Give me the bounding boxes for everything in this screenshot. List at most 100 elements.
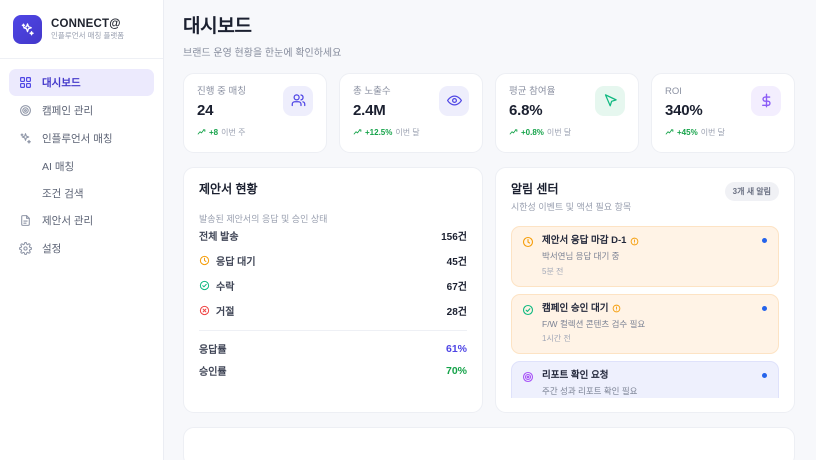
sidebar-item-influencer-matching[interactable]: 인플루언서 매칭 (9, 125, 154, 152)
stat-delta-note: 이번 달 (546, 127, 572, 137)
proposal-row-total: 전체 발송 156건 (199, 227, 467, 243)
stat-text: ROI 340% +45% 이번 달 (665, 86, 725, 138)
notification-title-row: 제안서 응답 마감 D-1 (542, 235, 768, 247)
proposal-row-label-wrap: 거절 (199, 303, 234, 318)
notification-body: 캠페인 승인 대기 F/W 컬렉션 콘텐츠 검수 필요 1시간 전 (542, 303, 768, 345)
sidebar-item-campaigns[interactable]: 캠페인 관리 (9, 97, 154, 124)
proposal-row-label-wrap: 응답 대기 (199, 253, 256, 268)
document-icon (18, 214, 32, 228)
check-circle-icon (199, 280, 210, 291)
sidebar-item-label: 설정 (42, 243, 62, 255)
clock-icon (199, 255, 210, 266)
notification-body: 리포트 확인 요청 주간 성과 리포트 확인 필요 (542, 370, 768, 397)
notification-center-panel: 알림 센터 시한성 이벤트 및 액션 필요 항목 3개 새 알림 (495, 166, 795, 413)
brand-header[interactable]: CONNECT@ 인플루언서 매칭 플랫폼 (0, 0, 163, 59)
stat-card-avg-engagement[interactable]: 평균 참여율 6.8% +0.8% 이번 달 (495, 72, 639, 153)
clock-icon (522, 236, 534, 248)
stat-value: 24 (197, 102, 214, 120)
notification-title: 제안서 응답 마감 D-1 (542, 235, 627, 247)
check-circle-icon (522, 304, 534, 316)
cursor-icon (595, 85, 625, 116)
stat-card-total-impressions[interactable]: 총 노출수 2.4M +12.5% 이번 달 (339, 72, 483, 153)
stat-delta-note: 이번 달 (700, 127, 725, 137)
stat-value: 340% (665, 102, 703, 120)
notification-item-campaign-approval[interactable]: 캠페인 승인 대기 F/W 컬렉션 콘텐츠 검수 필요 1시간 전 (511, 293, 779, 355)
panel-subtitle: 시한성 이벤트 및 액션 필요 항목 (511, 202, 632, 213)
notification-title-block: 알림 센터 시한성 이벤트 및 액션 필요 항목 (511, 182, 631, 213)
notification-description: 박서연님 응답 대기 중 (542, 251, 620, 262)
stat-delta-note: 이번 주 (221, 127, 246, 137)
sidebar-subitem-condition-search[interactable]: 조건 검색 (9, 180, 154, 206)
stat-card-active-matching[interactable]: 진행 중 매칭 24 +8 이번 주 (183, 72, 327, 153)
brand-name: CONNECT@ (51, 17, 121, 30)
stat-delta-value: +0.8% (521, 127, 544, 137)
sidebar-item-dashboard[interactable]: 대시보드 (9, 69, 154, 96)
alert-circle-icon (630, 237, 639, 246)
proposal-row-pending: 응답 대기 45건 (199, 252, 467, 268)
unread-dot (762, 373, 767, 379)
trend-up-icon (197, 128, 206, 137)
dollar-icon (751, 85, 781, 116)
stat-delta: +0.8% 이번 달 (509, 127, 571, 138)
notification-header: 알림 센터 시한성 이벤트 및 액션 필요 항목 3개 새 알림 (511, 181, 779, 213)
bottom-panel (183, 426, 795, 460)
stat-value: 6.8% (509, 102, 543, 120)
panel-title: 제안서 현황 (199, 181, 258, 196)
notification-item-proposal-deadline[interactable]: 제안서 응답 마감 D-1 박서연님 응답 대기 중 5분 전 (511, 226, 779, 287)
sidebar-item-settings[interactable]: 설정 (9, 235, 154, 262)
brand-subtitle: 인플루언서 매칭 플랫폼 (51, 30, 125, 40)
sidebar: CONNECT@ 인플루언서 매칭 플랫폼 대시보드 (0, 0, 164, 460)
stat-delta: +8 이번 주 (197, 127, 246, 138)
rate-row-approval: 승인률 70% (199, 363, 467, 379)
sidebar-item-proposals[interactable]: 제안서 관리 (9, 207, 154, 234)
trend-up-icon (353, 128, 362, 137)
stat-label: 총 노출수 (353, 85, 391, 97)
unread-dot (762, 305, 767, 311)
page-title: 대시보드 (183, 16, 252, 37)
proposal-row-accepted: 수락 67건 (199, 277, 467, 293)
proposal-row-label: 응답 대기 (216, 256, 256, 268)
notification-item-report-request[interactable]: 리포트 확인 요청 주간 성과 리포트 확인 필요 (511, 361, 779, 398)
page-header: 대시보드 브랜드 운영 현황을 한눈에 확인하세요 (183, 16, 795, 59)
sidebar-item-label: 캠페인 관리 (42, 105, 94, 117)
proposal-row-label: 거절 (216, 306, 235, 318)
stat-delta-note: 이번 달 (395, 127, 420, 137)
proposal-row-value: 45건 (446, 256, 467, 268)
proposal-row-value: 156건 (441, 231, 467, 243)
brand-text: CONNECT@ 인플루언서 매칭 플랫폼 (51, 18, 124, 41)
stat-card-roi[interactable]: ROI 340% +45% 이번 달 (651, 72, 795, 153)
stat-card-row: 진행 중 매칭 24 +8 이번 주 (183, 72, 795, 153)
stat-value: 2.4M (353, 102, 386, 120)
rate-value: 61% (445, 342, 467, 355)
proposal-row-rejected: 거절 28건 (199, 302, 467, 318)
grid-icon (18, 76, 32, 90)
proposal-row-value: 67건 (446, 281, 467, 293)
proposal-row-value: 28건 (446, 306, 467, 318)
stat-label: 진행 중 매칭 (197, 85, 246, 97)
divider (199, 330, 467, 332)
sidebar-subitem-ai-matching[interactable]: AI 매칭 (9, 153, 154, 179)
notification-time: 5분 전 (542, 266, 564, 276)
sidebar-subitem-label: 조건 검색 (42, 187, 84, 200)
proposal-row-label: 수락 (216, 281, 235, 293)
rate-value: 70% (445, 364, 467, 377)
sidebar-item-label: 대시보드 (42, 77, 81, 89)
notification-title-row: 리포트 확인 요청 (542, 370, 768, 382)
stat-delta: +12.5% 이번 달 (353, 127, 420, 138)
rate-row-response: 응답률 61% (199, 341, 467, 357)
trend-up-icon (509, 128, 518, 137)
panel-title: 알림 센터 (511, 181, 559, 196)
page-subtitle: 브랜드 운영 현황을 한눈에 확인하세요 (183, 47, 342, 59)
target-icon (522, 371, 534, 383)
proposal-status-panel: 제안서 현황 발송된 제안서의 응답 및 승인 상태 전체 발송 156건 응답… (183, 166, 483, 413)
notification-list: 제안서 응답 마감 D-1 박서연님 응답 대기 중 5분 전 (511, 226, 779, 398)
stat-delta-value: +8 (209, 127, 219, 137)
stat-delta-value: +12.5% (365, 127, 393, 137)
notification-description: F/W 컬렉션 콘텐츠 검수 필요 (542, 318, 646, 329)
stat-label: ROI (665, 85, 682, 97)
unread-dot (762, 238, 767, 244)
main-content: 대시보드 브랜드 운영 현황을 한눈에 확인하세요 진행 중 매칭 24 +8 (164, 0, 816, 460)
notification-description: 주간 성과 리포트 확인 필요 (542, 386, 638, 397)
x-circle-icon (199, 305, 210, 316)
